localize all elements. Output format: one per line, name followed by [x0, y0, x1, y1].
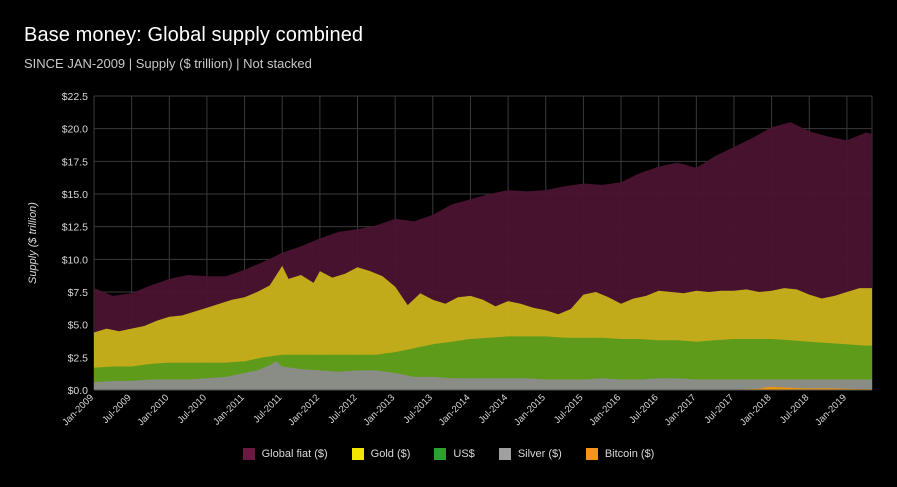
- y-tick-label: $10.0: [62, 254, 88, 266]
- x-tick-label: Jul-2018: [778, 392, 812, 426]
- x-tick-label: Jul-2010: [176, 392, 210, 426]
- legend-label-gold: Gold ($): [370, 448, 411, 460]
- y-tick-label: $15.0: [62, 189, 88, 201]
- series-area-silver: [94, 361, 872, 390]
- x-tick-label: Jul-2011: [251, 392, 284, 425]
- legend: Global fiat ($) Gold ($) US$ Silver ($) …: [0, 448, 897, 460]
- x-tick-label: Jan-2015: [512, 392, 548, 428]
- legend-item-global-fiat[interactable]: Global fiat ($): [242, 448, 328, 460]
- x-tick-label: Jul-2016: [627, 392, 661, 426]
- x-tick-label: Jul-2013: [401, 392, 435, 426]
- legend-label-bitcoin: Bitcoin ($): [604, 448, 655, 460]
- x-tick-label: Jul-2014: [477, 392, 511, 426]
- y-axis-label: Supply ($ trillion): [27, 202, 39, 284]
- legend-item-bitcoin[interactable]: Bitcoin ($): [585, 448, 655, 460]
- legend-swatch-global-fiat: [242, 448, 255, 460]
- x-tick-label: Jan-2019: [813, 392, 849, 428]
- legend-label-global-fiat: Global fiat ($): [261, 448, 328, 460]
- legend-label-usd: US$: [453, 448, 475, 460]
- x-tick-label: Jan-2017: [663, 392, 699, 428]
- legend-item-usd[interactable]: US$: [434, 448, 475, 460]
- x-tick-label: Jul-2015: [552, 392, 586, 426]
- x-tick-label: Jan-2013: [361, 392, 397, 428]
- x-tick-label: Jul-2009: [100, 392, 134, 426]
- x-tick-label: Jan-2011: [211, 392, 246, 427]
- y-tick-label: $2.5: [68, 352, 89, 364]
- x-tick-label: Jul-2012: [326, 392, 360, 426]
- legend-swatch-gold: [351, 448, 364, 460]
- x-tick-label: Jan-2018: [738, 392, 774, 428]
- y-tick-label: $7.5: [68, 287, 89, 299]
- y-tick-label: $22.5: [62, 91, 88, 103]
- legend-item-gold[interactable]: Gold ($): [351, 448, 411, 460]
- x-tick-label: Jan-2014: [437, 392, 473, 428]
- legend-swatch-usd: [434, 448, 447, 460]
- x-tick-label: Jan-2016: [587, 392, 623, 428]
- legend-swatch-silver: [498, 448, 511, 460]
- y-tick-label: $5.0: [68, 320, 89, 332]
- y-tick-label: $20.0: [62, 124, 88, 136]
- legend-label-silver: Silver ($): [517, 448, 562, 460]
- x-tick-label: Jan-2009: [60, 392, 96, 428]
- chart-title: Base money: Global supply combined: [24, 24, 364, 46]
- y-tick-label: $12.5: [62, 222, 88, 234]
- x-tick-label: Jul-2017: [703, 392, 737, 426]
- y-tick-label: $0.0: [68, 385, 89, 397]
- chart-subtitle: SINCE JAN-2009 | Supply ($ trillion) | N…: [24, 56, 312, 71]
- x-tick-label: Jan-2010: [136, 392, 172, 428]
- legend-item-silver[interactable]: Silver ($): [498, 448, 562, 460]
- legend-swatch-bitcoin: [585, 448, 598, 460]
- x-tick-label: Jan-2012: [286, 392, 322, 428]
- y-tick-label: $17.5: [62, 156, 88, 168]
